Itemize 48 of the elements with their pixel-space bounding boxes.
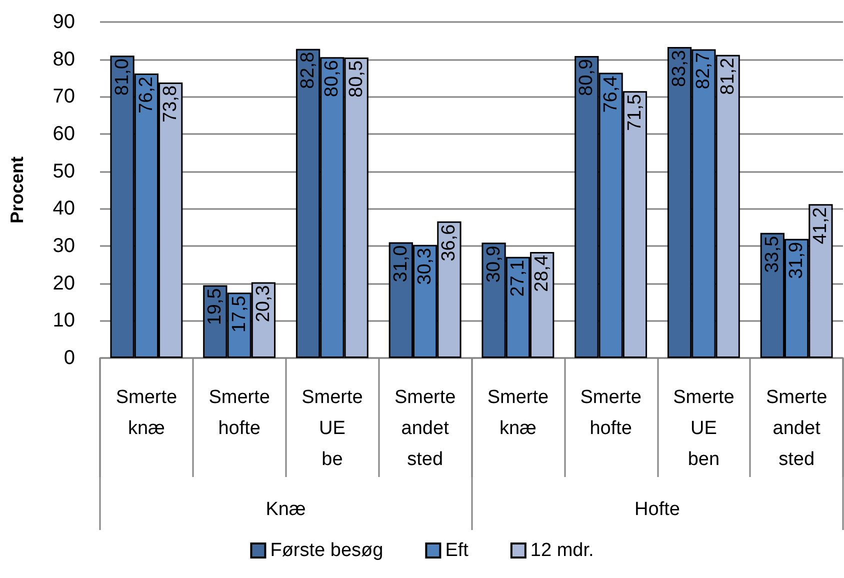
legend-label: Eft <box>445 540 470 561</box>
y-tick-label: 20 <box>52 272 75 294</box>
x-tick-label: Smerte knæ <box>487 387 549 439</box>
data-label: 76,4 <box>600 75 622 113</box>
data-label: 28,4 <box>532 254 553 292</box>
data-label: 31,9 <box>786 242 808 279</box>
x-tick-label: Smerte knæ <box>116 387 178 439</box>
text: Knæ <box>266 499 306 520</box>
x-tick-label: Smerte UE be <box>302 387 363 470</box>
data-label: 81,0 <box>112 58 133 96</box>
y-axis-title: Procent <box>7 156 27 224</box>
y-tick-label: 50 <box>52 160 75 182</box>
y-tick-label: 10 <box>52 310 75 332</box>
data-label: 82,8 <box>298 52 319 89</box>
data-label: 82,7 <box>693 52 714 90</box>
y-tick-label: 40 <box>52 198 75 220</box>
data-label: 20,3 <box>252 285 274 322</box>
y-tick-label: 30 <box>52 235 75 257</box>
y-tick-label: 80 <box>52 48 75 70</box>
x-tick-label: Smerte hofte <box>208 387 270 439</box>
x-tick-label: Smerte andet sted <box>766 387 828 470</box>
data-label: 83,3 <box>669 50 690 87</box>
y-tick-label: 60 <box>52 123 75 145</box>
x-tick-label: Smerte hofte <box>580 387 642 439</box>
data-label: 73,8 <box>160 85 182 122</box>
data-label: 80,5 <box>346 60 367 98</box>
data-label: 30,3 <box>414 248 436 285</box>
data-label: 31,0 <box>390 245 412 282</box>
x-tick-label: Smerte andet sted <box>394 387 456 470</box>
data-label: 17,5 <box>228 296 250 333</box>
legend-label: 12 mdr. <box>530 540 594 561</box>
y-tick-label: 0 <box>64 347 75 369</box>
data-label: 80,9 <box>576 58 598 96</box>
data-label: 41,2 <box>810 207 832 244</box>
y-tick-label: 70 <box>52 86 75 108</box>
legend-label: Første besøg <box>270 540 384 561</box>
data-label: 81,2 <box>717 58 738 95</box>
data-label: 76,2 <box>136 76 157 114</box>
data-label: 19,5 <box>204 288 226 326</box>
data-label: 71,5 <box>624 94 646 132</box>
x-tick-label: Smerte UE ben <box>673 387 734 470</box>
data-label: 80,6 <box>322 60 343 98</box>
data-label: 30,9 <box>483 246 504 283</box>
data-label: 33,5 <box>762 236 783 273</box>
data-label: 36,6 <box>438 224 460 262</box>
y-tick-label: 90 <box>52 11 75 33</box>
text: Hofte <box>634 499 680 520</box>
data-label: 27,1 <box>507 260 528 297</box>
